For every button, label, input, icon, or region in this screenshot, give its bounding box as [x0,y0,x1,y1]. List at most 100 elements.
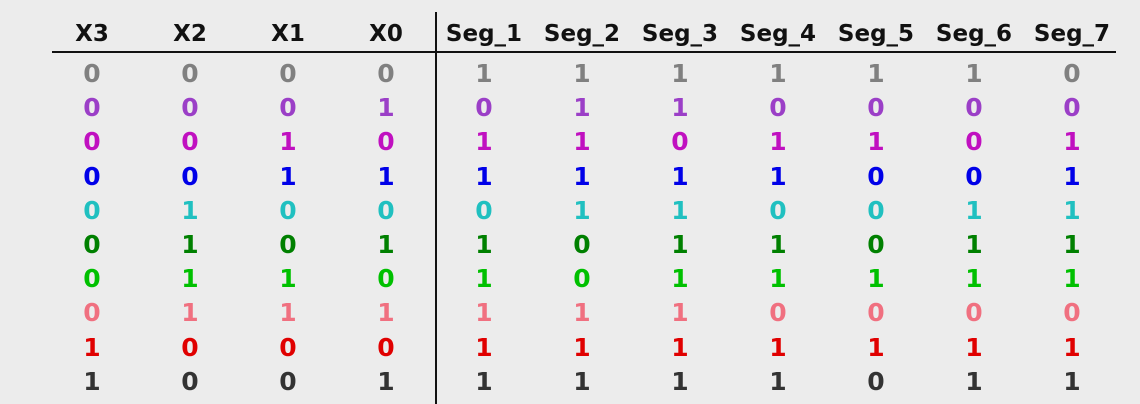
table-cell: 1 [867,59,885,88]
table-cell: 1 [181,298,199,328]
table-cell: 0 [377,195,395,225]
table-cell: 1 [671,93,689,123]
table-cell: 0 [83,59,101,88]
table-cell: 0 [965,161,983,191]
table-cell: 0 [83,93,101,123]
table-cell: 0 [867,161,885,191]
table-cell: 1 [279,161,297,191]
table-cell: 0 [279,195,297,225]
table-cell: 1 [671,366,689,396]
table-cell: 1 [965,195,983,225]
table-cell: 1 [965,264,983,294]
table-cell: 1 [769,366,787,396]
table-cell: 1 [573,366,591,396]
column-header-x2: X2 [173,21,207,47]
table-cell: 1 [475,127,493,157]
column-header-seg-5: Seg_5 [837,21,915,47]
table-cell: 0 [181,59,199,88]
table-cell: 0 [769,93,787,123]
table-cell: 1 [1063,195,1081,225]
table-cell: 1 [279,298,297,328]
table-cell: 0 [377,127,395,157]
table-cell: 0 [83,127,101,157]
table-cell: 1 [1063,264,1081,294]
table-cell: 1 [573,127,591,157]
table-cell: 1 [867,264,885,294]
table-cell: 1 [965,230,983,259]
table-cell: 1 [573,93,591,123]
table-cell: 1 [769,127,787,157]
table-cell: 0 [475,93,493,123]
table-cell: 1 [1063,161,1081,191]
table-cell: 0 [181,366,199,396]
table-cell: 0 [573,264,591,294]
table-cell: 1 [1063,366,1081,396]
table-cell: 0 [83,195,101,225]
table-cell: 0 [377,59,395,88]
table-cell: 1 [671,264,689,294]
table-cell: 0 [181,127,199,157]
table-cell: 1 [671,161,689,191]
input-output-divider [435,12,437,404]
table-cell: 1 [1063,230,1081,259]
table-cell: 0 [1063,93,1081,123]
table-cell: 0 [769,298,787,328]
table-cell: 0 [83,298,101,328]
table-cell: 1 [181,195,199,225]
table-cell: 1 [671,230,689,259]
table-cell: 0 [867,230,885,259]
table-cell: 1 [573,161,591,191]
column-header-seg-6: Seg_6 [935,21,1013,47]
table-cell: 0 [867,366,885,396]
table-cell: 0 [769,195,787,225]
table-cell: 1 [769,332,787,362]
table-cell: 1 [377,298,395,328]
table-cell: 1 [573,298,591,328]
table-cell: 1 [769,161,787,191]
table-cell: 0 [1063,298,1081,328]
table-cell: 0 [279,59,297,88]
table-cell: 0 [965,298,983,328]
table-cell: 0 [279,230,297,259]
table-cell: 1 [965,59,983,88]
column-header-seg-2: Seg_2 [543,21,621,47]
table-cell: 1 [279,264,297,294]
header-rule [52,51,1116,53]
column-header-seg-1: Seg_1 [445,21,523,47]
table-cell: 1 [475,161,493,191]
table-cell: 0 [867,93,885,123]
table-cell: 0 [279,332,297,362]
table-cell: 0 [279,93,297,123]
table-cell: 0 [83,230,101,259]
column-header-seg-7: Seg_7 [1033,21,1111,47]
table-cell: 1 [965,366,983,396]
table-cell: 1 [475,366,493,396]
table-cell: 1 [377,161,395,191]
table-cell: 1 [181,264,199,294]
table-cell: 0 [965,127,983,157]
table-cell: 1 [573,332,591,362]
table-cell: 1 [475,230,493,259]
table-cell: 0 [867,298,885,328]
table-cell: 0 [573,230,591,259]
table-cell: 0 [1063,59,1081,88]
table-cell: 1 [1063,332,1081,362]
table-cell: 0 [181,93,199,123]
table-cell: 1 [181,230,199,259]
column-header-x0: X0 [369,21,403,47]
table-cell: 1 [769,264,787,294]
column-header-seg-4: Seg_4 [739,21,817,47]
table-cell: 0 [377,264,395,294]
table-cell: 1 [671,332,689,362]
table-cell: 1 [867,332,885,362]
table-cell: 1 [1063,127,1081,157]
table-cell: 0 [83,161,101,191]
column-header-seg-3: Seg_3 [641,21,719,47]
table-cell: 1 [279,127,297,157]
table-cell: 0 [279,366,297,396]
column-header-x3: X3 [75,21,109,47]
table-cell: 0 [965,93,983,123]
table-cell: 0 [181,161,199,191]
table-cell: 0 [377,332,395,362]
